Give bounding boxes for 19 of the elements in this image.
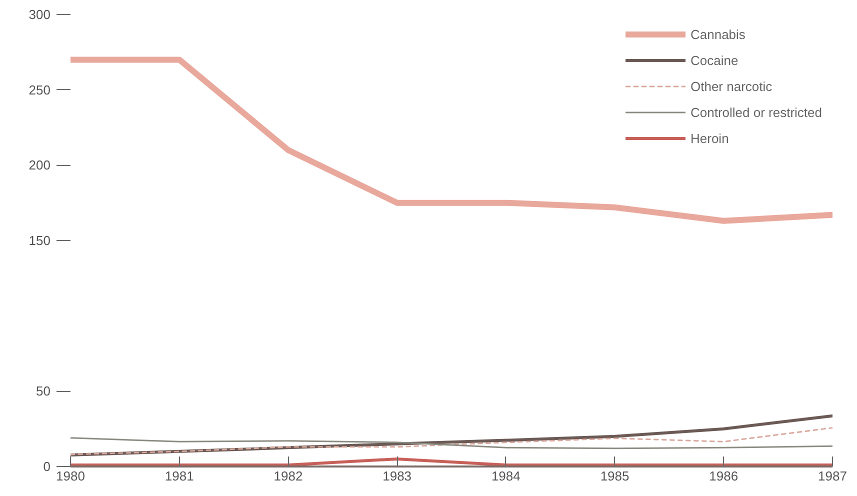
y-tick-label: 150 (28, 233, 51, 248)
x-tick-label: 1982 (274, 468, 303, 484)
legend-label: Controlled or restricted (690, 104, 822, 120)
x-tick-label: 1984 (491, 468, 520, 484)
y-tick-label: 300 (28, 7, 51, 22)
legend-label: Cannabis (690, 26, 746, 42)
legend-label: Other narcotic (690, 78, 772, 94)
y-tick-label: 0 (43, 459, 51, 474)
x-tick-label: 1987 (818, 468, 847, 484)
legend-label: Cocaine (690, 52, 738, 68)
y-tick-label: 250 (28, 82, 51, 98)
x-tick-label: 1983 (382, 468, 412, 484)
x-tick-label: 1981 (164, 468, 194, 484)
x-tick-label: 1985 (600, 468, 630, 484)
x-tick-label: 1986 (709, 468, 738, 484)
x-tick-label: 1980 (56, 468, 85, 484)
y-tick-label: 50 (36, 384, 51, 399)
legend-label: Heroin (690, 130, 729, 146)
y-tick-label: 200 (28, 158, 51, 173)
